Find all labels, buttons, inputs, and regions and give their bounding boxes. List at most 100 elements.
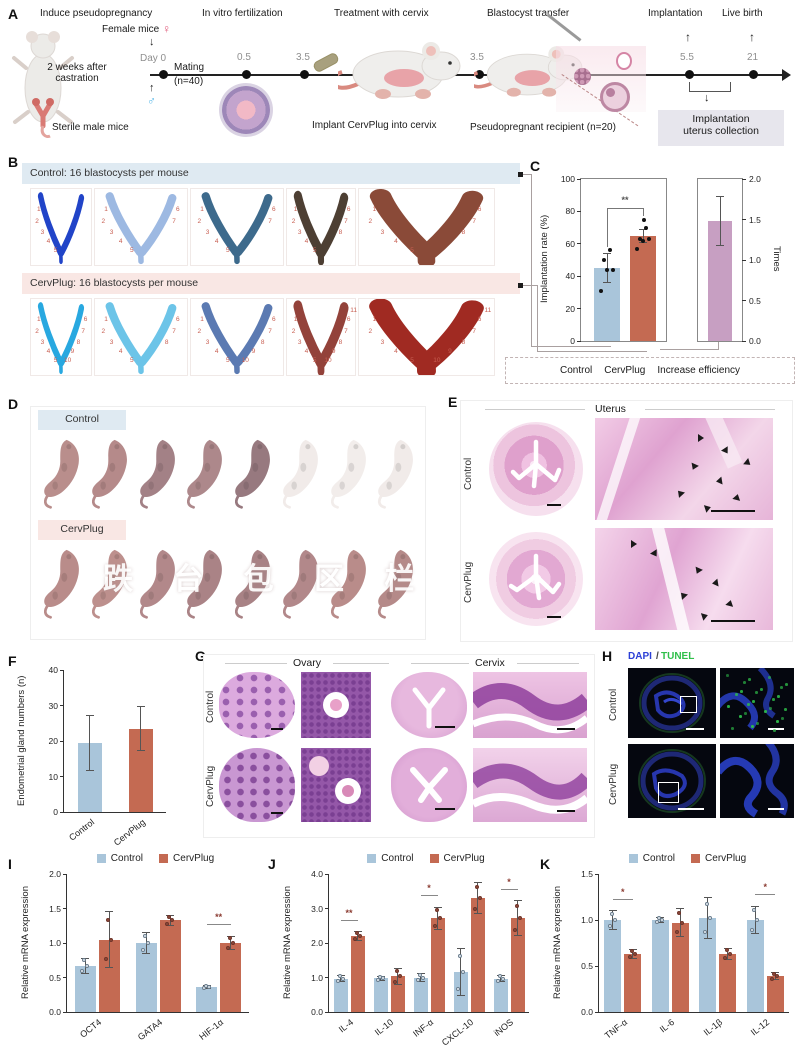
legend-item-control: Control [560, 365, 592, 376]
panel-a: A Induce pseudopregnancy Female mice ♀ ↓… [0, 0, 796, 152]
panel-g-label: G [195, 648, 206, 664]
uterus-image: 1 2 3 4 5 6 7 8 9 10 [30, 298, 92, 376]
uterus-svg [369, 298, 484, 378]
bar [624, 954, 642, 1012]
arrow-up-male-icon: ↑ [149, 82, 155, 94]
implantation-site-number: 7 [472, 327, 477, 335]
panel-j: J Control CervPlug Relative mRNA express… [266, 848, 538, 1063]
scale-bar [435, 808, 455, 810]
pup-svg [330, 549, 366, 619]
cervplug-uteri-row: 1 2 3 4 5 6 7 8 9 10 1 2 3 4 5 6 7 8 1 2 3 4 5 6 7 8 9 10 1 2 3 4 5 6 7 8 9 1… [30, 298, 520, 378]
scale-bar [547, 616, 561, 618]
y-tick [577, 243, 581, 245]
data-point [497, 974, 502, 979]
implantation-site-number: 1 [37, 315, 41, 323]
collection-line2: uterus collection [683, 125, 759, 137]
tunel-dot [760, 688, 763, 691]
pup-svg [187, 439, 223, 509]
data-point [644, 225, 648, 230]
tunel-dot [747, 703, 750, 706]
implantation-site-number: 4 [118, 237, 123, 245]
data-point [512, 928, 517, 933]
data-point [632, 952, 637, 957]
implantation-site-number: 11 [484, 306, 492, 314]
implantation-site-number: 7 [344, 217, 348, 225]
implantation-site-number: 5 [410, 246, 414, 254]
morula-icon [574, 68, 591, 85]
implantation-site-number: 7 [268, 327, 272, 335]
arrowhead-icon [711, 578, 720, 588]
x-category-label: IL-4 [336, 1017, 356, 1035]
error-bar [89, 715, 90, 771]
tunel-dot [769, 707, 772, 710]
collection-bracket [689, 82, 731, 92]
y-tick-label: 0.0 [49, 1007, 61, 1017]
arrowhead-icon [692, 566, 703, 576]
data-point [377, 974, 382, 979]
implantation-site-number: 3 [109, 228, 114, 236]
increase-efficiency-plot: 0.0 0.5 1.0 1.5 2.0 [697, 174, 761, 346]
implantation-site-number: 8 [76, 338, 81, 346]
implantation-site-number: 2 [35, 217, 39, 225]
pup-image [229, 434, 275, 512]
x-category-label: GATA4 [135, 1017, 165, 1043]
step-ivf-title: In vitro fertilization [202, 8, 283, 19]
y-tick [325, 908, 329, 909]
data-point [602, 258, 606, 262]
cervix-zoom-svg [473, 683, 587, 734]
y-tick-label: 40 [48, 665, 58, 675]
y-tick [595, 965, 599, 967]
data-point [415, 978, 420, 983]
pup-svg [43, 439, 79, 509]
pup-image [277, 434, 323, 512]
y-tick [63, 873, 67, 875]
error-cap [142, 952, 150, 954]
bar [430, 918, 445, 1012]
implantation-site-number: 4 [304, 347, 309, 355]
panel-f-label: F [8, 653, 17, 669]
endometrial-gland-plot: 0 10 20 30 40 Control CervPlug [49, 665, 166, 848]
panel-c-label: C [530, 158, 541, 174]
panel-d: D Control CervPlug 跌 台 包 区 栏 [8, 396, 438, 646]
tunel-zoom-cervplug [720, 744, 794, 818]
tunel-dot [735, 693, 738, 696]
cervix-zoom-control [473, 672, 587, 738]
error-cap [513, 900, 522, 902]
connector-line [718, 342, 719, 350]
x-category-label: TNF-α [602, 1017, 629, 1041]
x-category-label: OCT4 [78, 1017, 104, 1040]
y-tick-label: 2.0 [749, 174, 761, 184]
day0-label: Day 0 [140, 53, 167, 64]
data-point [397, 974, 402, 979]
arrowhead-icon [725, 599, 735, 608]
tunel-dot [744, 712, 747, 715]
y-tick-label: 2.0 [49, 869, 61, 879]
time-55: 5.5 [680, 52, 694, 63]
implantation-site-number: 1 [293, 205, 298, 213]
data-point [635, 246, 639, 251]
bar [493, 978, 508, 1012]
uterus-inset-cervplug [595, 528, 773, 630]
pup-image [325, 434, 371, 512]
cervix-section-cervplug [391, 748, 467, 822]
error-cap [628, 958, 637, 960]
scale-bar [686, 728, 704, 730]
data-point [704, 901, 709, 906]
y-tick [577, 210, 581, 212]
y-tick [595, 873, 599, 875]
y-tick-label: 0.5 [49, 972, 61, 983]
title-line [517, 663, 579, 664]
bar [630, 235, 656, 341]
time-35b: 3.5 [470, 52, 484, 63]
y-tick-label: 1.5 [749, 214, 761, 225]
implantation-site-number: 4 [214, 237, 219, 245]
bar [196, 987, 218, 1012]
data-point [394, 969, 399, 974]
arrowhead-icon [630, 540, 637, 549]
timeline-dot-35a [300, 70, 309, 79]
y-tick [60, 811, 64, 813]
implantation-site-number: 5 [410, 356, 414, 364]
